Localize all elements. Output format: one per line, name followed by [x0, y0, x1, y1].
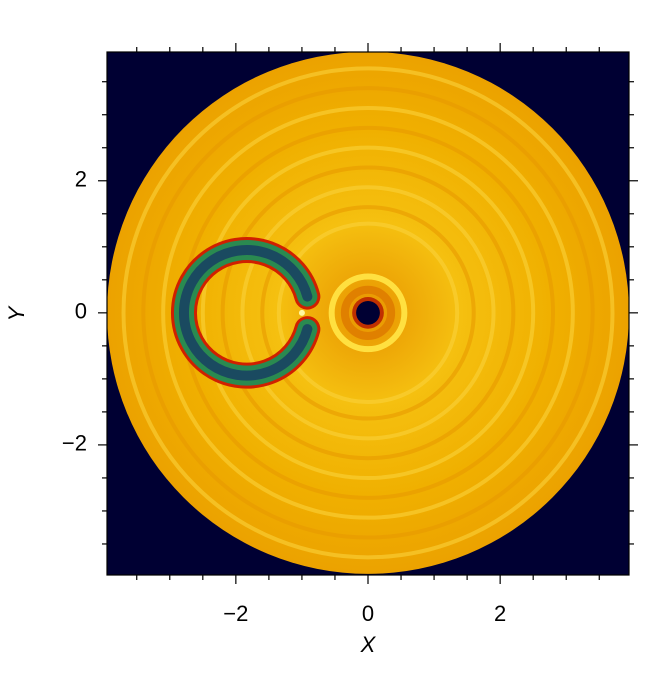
disk-ring — [220, 165, 516, 461]
inner-hole — [356, 300, 380, 325]
disk-ring — [240, 185, 496, 441]
disk-ring — [141, 86, 595, 540]
simulation-image — [107, 52, 629, 574]
y-tick-label: 2 — [75, 167, 87, 192]
x-axis-label: X — [360, 632, 377, 657]
planet — [298, 309, 305, 316]
x-tick-label: 0 — [362, 601, 374, 626]
inner-ring — [340, 285, 396, 340]
disk-ring — [161, 106, 575, 520]
disk-ring — [200, 145, 536, 481]
inner-ring — [328, 273, 408, 353]
gap-ring — [179, 245, 313, 381]
disk-ring — [121, 66, 615, 560]
x-tick-label: −2 — [223, 601, 248, 626]
disk-ring — [276, 221, 460, 405]
y-tick-label: 0 — [75, 299, 87, 324]
x-tick-label: 2 — [494, 601, 506, 626]
disk-ring — [260, 205, 476, 421]
y-axis-label: Y — [4, 305, 29, 321]
y-tick-label: −2 — [62, 431, 87, 456]
